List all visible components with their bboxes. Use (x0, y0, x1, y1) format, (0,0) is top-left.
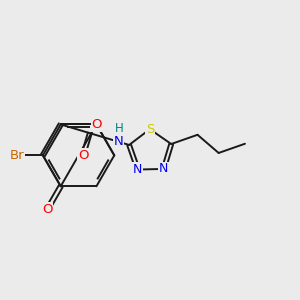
Text: N: N (114, 135, 124, 148)
Text: O: O (42, 203, 52, 216)
Text: S: S (146, 123, 154, 136)
Text: N: N (133, 163, 142, 176)
Text: Br: Br (10, 149, 25, 162)
Text: N: N (159, 162, 168, 176)
Text: H: H (115, 122, 123, 135)
Text: O: O (91, 118, 102, 131)
Text: O: O (78, 149, 88, 162)
